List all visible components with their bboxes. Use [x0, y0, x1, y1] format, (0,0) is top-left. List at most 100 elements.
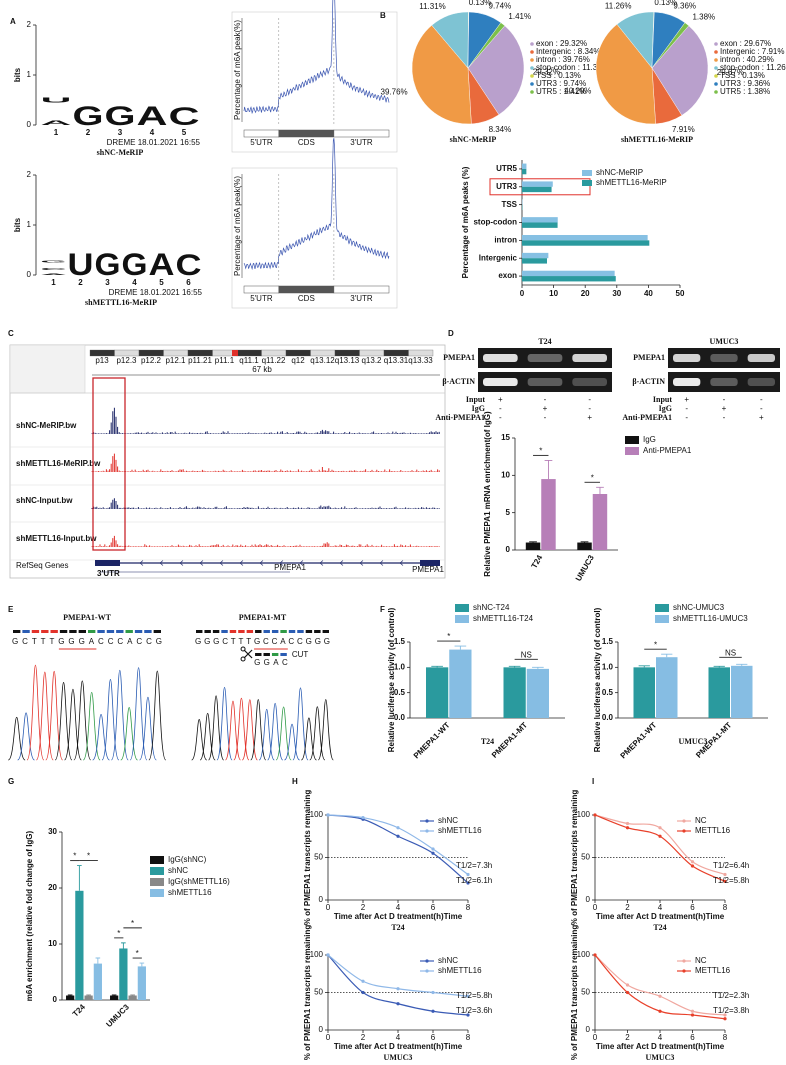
- logo-letter: A: [137, 102, 168, 132]
- gel-lane: [668, 372, 780, 392]
- cytoband: [89, 349, 115, 357]
- gene-region: [243, 129, 280, 138]
- condition-label: IgG: [472, 404, 485, 413]
- legend-label: shNC: [168, 866, 188, 875]
- bar: [522, 270, 615, 277]
- x-tick-label: 20: [581, 289, 590, 298]
- band-label: β-ACTIN: [442, 377, 475, 386]
- bar: [522, 252, 549, 259]
- bar: [93, 963, 102, 1000]
- panel-letter: E: [8, 605, 14, 614]
- y-axis-label: Percentage of m6A peak(%): [233, 20, 242, 120]
- metagene-curve: [243, 138, 390, 271]
- legend-label: exon : 29.67%: [720, 39, 771, 48]
- data-point: [658, 834, 662, 838]
- gene-exon: [420, 560, 440, 566]
- condition-sign: +: [722, 404, 727, 413]
- legend-swatch: [655, 615, 669, 623]
- x-axis-label: UMUC3: [679, 737, 708, 746]
- strand-arrow: [239, 560, 244, 566]
- panel-letter: C: [8, 329, 14, 338]
- y-tick-label: Intergenic: [479, 253, 518, 262]
- base-swatch: [212, 630, 220, 633]
- chromatogram-peak: [284, 723, 301, 761]
- legend-marker: [425, 819, 429, 823]
- legend-label: shMETTL16-T24: [473, 614, 534, 623]
- error-bar: [508, 665, 521, 668]
- x-tick-label: 0: [326, 1033, 331, 1042]
- data-point: [690, 1009, 695, 1013]
- cytoband-label: p11.1: [215, 356, 235, 365]
- y-tick-label: 0: [53, 995, 58, 1004]
- x-tick-label: 8: [723, 1033, 728, 1042]
- legend-label: UTR5 : 1.41%: [536, 87, 586, 96]
- x-tick-label: 10: [549, 289, 558, 298]
- x-tick-label: 0: [593, 903, 598, 912]
- legend-marker: [682, 959, 686, 963]
- gel-band: [710, 354, 738, 362]
- error-bar: [86, 994, 91, 996]
- slice-label: 1.38%: [692, 12, 715, 21]
- metagene-curve: [243, 0, 390, 115]
- x-axis-label: Time after Act D treatment(h)Time: [596, 912, 725, 921]
- strand-arrow: [299, 560, 304, 566]
- x-tick-label: 40: [644, 289, 653, 298]
- y-tick-label: 0.5: [602, 688, 614, 697]
- data-point: [690, 864, 695, 868]
- x-tick-label: 8: [723, 903, 728, 912]
- legend-marker: [425, 829, 429, 833]
- x-tick-label: 5: [182, 128, 187, 137]
- legend-swatch: [714, 74, 718, 78]
- condition-sign: -: [499, 413, 502, 422]
- x-tick-label: 6: [690, 1033, 695, 1042]
- logo-letter: G: [105, 102, 136, 132]
- bar: [449, 649, 472, 718]
- gel-band: [572, 354, 607, 362]
- x-tick-label: 8: [466, 1033, 471, 1042]
- cytoband-label: q13.33: [408, 356, 433, 365]
- y-tick-label: 1.5: [602, 637, 614, 646]
- error-bar: [130, 994, 135, 996]
- x-tick-label: 0: [520, 289, 525, 298]
- legend-marker: [425, 969, 429, 973]
- slice-label: 40.29%: [564, 87, 591, 96]
- legend-swatch: [530, 50, 534, 54]
- chromatogram-peak: [129, 667, 148, 761]
- error-bar: [139, 962, 145, 967]
- region-label: 5'UTR: [250, 294, 273, 303]
- data-point: [396, 826, 400, 830]
- y-axis-label: m6A enrichment (relative fold change of …: [25, 830, 34, 1001]
- slice-label: 29.67%: [717, 68, 744, 77]
- y-tick-label: 10: [501, 470, 510, 479]
- track-label: shMETTL16-Input.bw: [16, 534, 97, 543]
- sig-label: *: [539, 447, 542, 456]
- base-swatch: [255, 630, 262, 633]
- pie-slice: [467, 22, 506, 69]
- chart-title: UMUC3: [384, 1053, 413, 1062]
- condition-sign: +: [498, 395, 503, 404]
- legend-label: intron : 40.29%: [720, 55, 774, 64]
- data-point: [658, 994, 662, 998]
- band-label: β-ACTIN: [632, 377, 665, 386]
- x-tick-label: 50: [676, 289, 685, 298]
- y-axis-label: Relative PMEPA1 mRNA enrichment(of IgG): [483, 411, 492, 577]
- y-tick-label: 0: [27, 270, 32, 279]
- error-bar: [736, 663, 748, 666]
- legend-marker: [425, 959, 429, 963]
- base-swatch: [314, 630, 321, 633]
- x-tick-label: 4: [396, 1033, 401, 1042]
- x-tick-label: 3: [118, 128, 123, 137]
- chromatogram-peak: [275, 706, 292, 761]
- bar: [522, 217, 558, 223]
- y-tick-label: 1.5: [394, 637, 406, 646]
- highlight-box: [92, 377, 126, 551]
- error-bar: [544, 459, 553, 480]
- data-point: [690, 1013, 695, 1017]
- condition-sign: -: [588, 404, 591, 413]
- base-swatch: [263, 630, 270, 633]
- coverage-track: [91, 407, 440, 434]
- error-bar: [661, 653, 673, 658]
- panel-letter: F: [380, 605, 385, 614]
- legend-label: IgG(shNC): [168, 855, 207, 864]
- bar: [128, 995, 137, 1000]
